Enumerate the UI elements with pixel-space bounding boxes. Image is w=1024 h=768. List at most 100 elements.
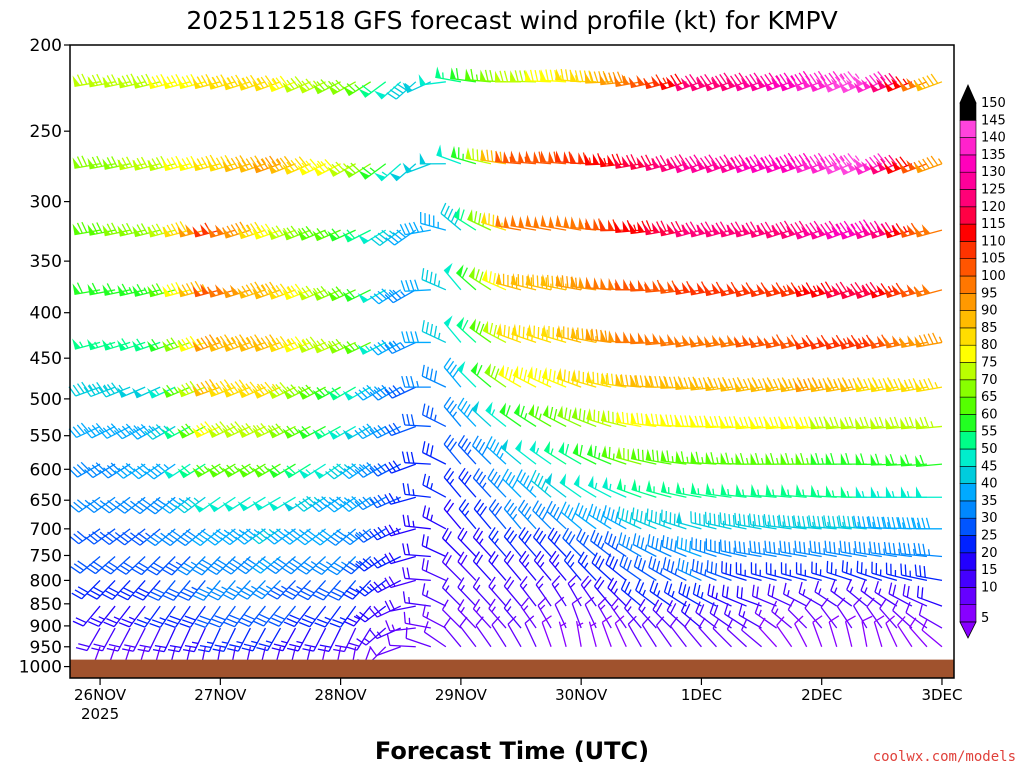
wind-barb xyxy=(325,463,357,480)
wind-barb xyxy=(600,219,627,232)
wind-barb xyxy=(471,400,492,427)
wind-barb xyxy=(488,550,507,581)
wind-barb xyxy=(327,338,356,354)
colorbar-label: 140 xyxy=(981,131,1006,146)
wind-barb xyxy=(399,221,431,236)
wind-barb xyxy=(162,579,191,601)
wind-barb xyxy=(619,554,642,581)
colorbar-swatch xyxy=(959,483,977,502)
colorbar-swatch xyxy=(959,604,977,623)
wind-barb xyxy=(735,562,762,582)
wind-barb xyxy=(767,583,792,607)
colorbar-label: 35 xyxy=(981,494,998,509)
wind-barb xyxy=(302,627,327,652)
x-tick-sublabel: 2025 xyxy=(81,705,119,723)
wind-barb xyxy=(252,155,282,174)
wind-barb xyxy=(519,575,537,607)
wind-barb xyxy=(252,381,281,399)
wind-barb xyxy=(369,555,402,569)
colorbar-swatch xyxy=(959,535,977,554)
x-tick-label: 3DEC xyxy=(921,686,962,704)
colorbar-swatch xyxy=(959,171,977,190)
wind-barb xyxy=(237,334,266,352)
y-tick-label: 250 xyxy=(30,122,62,142)
wind-barb xyxy=(87,155,116,170)
wind-barb xyxy=(613,74,642,87)
colorbar-label: 65 xyxy=(981,390,998,405)
wind-barb xyxy=(688,221,717,238)
wind-barb xyxy=(804,598,823,629)
wind-barb xyxy=(384,460,417,474)
wind-barb xyxy=(734,334,762,348)
wind-barb xyxy=(402,591,431,607)
wind-barb xyxy=(914,332,943,348)
wind-barb xyxy=(676,511,702,530)
wind-barb xyxy=(177,224,206,238)
wind-barb xyxy=(691,537,717,558)
wind-barb xyxy=(369,339,402,356)
wind-barb xyxy=(388,163,417,182)
wind-barb xyxy=(422,505,447,530)
wind-barb xyxy=(856,560,883,582)
wind-barb xyxy=(719,334,747,348)
wind-barb xyxy=(587,475,612,498)
wind-barb xyxy=(267,336,296,353)
wind-barb xyxy=(529,440,552,465)
wind-barb xyxy=(102,222,131,237)
wind-barb xyxy=(357,229,387,245)
wind-barb xyxy=(631,478,657,498)
wind-barb xyxy=(131,386,161,399)
wind-barb xyxy=(91,627,116,652)
wind-barb xyxy=(524,615,537,648)
wind-barb xyxy=(207,379,236,398)
wind-barb xyxy=(443,396,462,427)
wind-barb xyxy=(147,386,176,399)
wind-barb xyxy=(236,556,266,575)
wind-barb xyxy=(443,467,462,498)
wind-barb xyxy=(741,619,762,648)
wind-barb xyxy=(918,603,943,629)
wind-barb xyxy=(599,153,627,168)
wind-barb xyxy=(823,220,856,240)
wind-barb xyxy=(675,450,702,465)
wind-barb xyxy=(312,285,341,301)
wind-barb xyxy=(161,556,191,576)
wind-barb xyxy=(299,605,327,628)
wind-barb xyxy=(485,401,507,427)
wind-barb xyxy=(457,577,477,607)
wind-barb xyxy=(457,527,477,557)
wind-barb xyxy=(312,338,341,354)
wind-barb xyxy=(182,627,206,653)
wind-barb xyxy=(666,600,687,629)
wind-barb xyxy=(557,405,582,428)
wind-barb xyxy=(758,617,778,648)
wind-barb xyxy=(220,528,251,546)
wind-barb xyxy=(733,154,766,174)
colorbar-label: 40 xyxy=(981,477,998,492)
wind-barb xyxy=(551,575,567,607)
wind-barb xyxy=(558,441,582,465)
wind-barb xyxy=(602,476,627,498)
colorbar-label: 50 xyxy=(981,442,998,457)
wind-barb xyxy=(418,74,446,86)
wind-barb xyxy=(703,281,732,297)
wind-barb xyxy=(354,423,387,440)
wind-barb xyxy=(328,579,357,601)
wind-barb xyxy=(588,621,597,647)
wind-barb xyxy=(778,220,807,240)
wind-barb xyxy=(102,339,131,351)
wind-barb xyxy=(846,578,868,607)
wind-barb xyxy=(723,602,747,629)
wind-barb xyxy=(162,221,191,238)
wind-barb xyxy=(472,527,492,557)
wind-barb xyxy=(325,496,357,513)
wind-barb xyxy=(113,423,146,440)
y-tick-label: 1000 xyxy=(19,658,62,678)
wind-barb xyxy=(271,627,297,652)
y-axis: 200 250 300 350 400 450 500 550 600 650 700 750 800 8… xyxy=(19,36,70,678)
wind-barb xyxy=(252,423,281,439)
wind-barb xyxy=(465,147,492,165)
colorbar-swatch xyxy=(959,517,977,536)
colorbar-swatch xyxy=(959,431,977,450)
wind-barb xyxy=(793,220,822,240)
